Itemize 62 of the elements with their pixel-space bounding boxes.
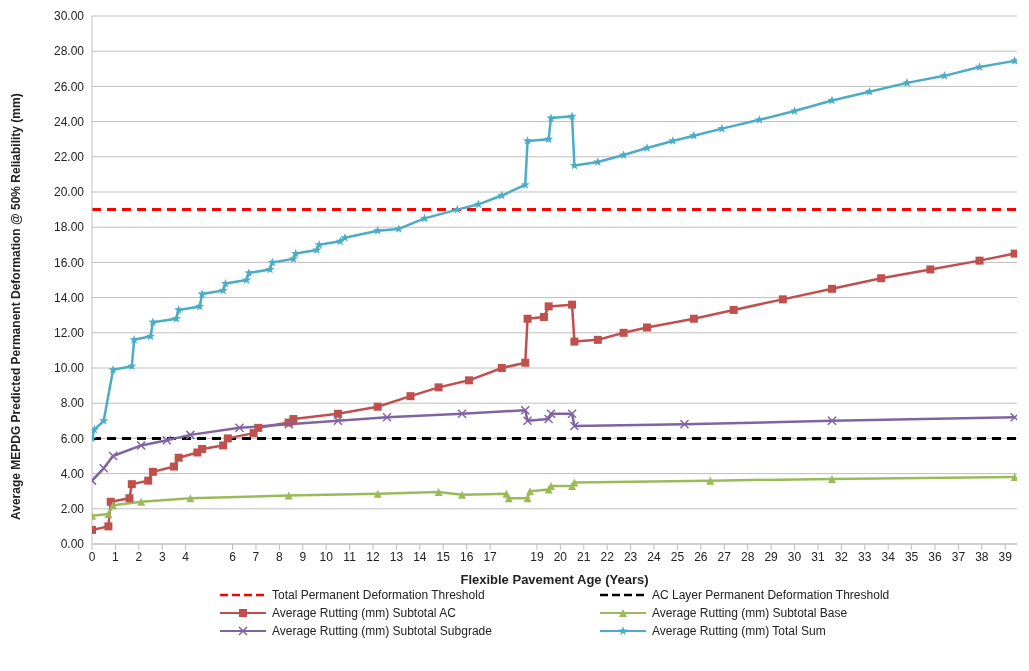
legend-label: Average Rutting (mm) Subtotal Base	[652, 606, 848, 620]
x-tick-label: 9	[299, 549, 307, 564]
x-tick-label: 28	[741, 549, 755, 564]
y-tick-label: 2.00	[60, 502, 85, 517]
x-tick-label: 15	[436, 549, 451, 564]
y-tick-label: 8.00	[60, 396, 85, 411]
x-tick-label: 21	[577, 549, 591, 564]
x-tick-label: 17	[483, 549, 498, 564]
y-axis-title: Average MEPDG Predicted Permanent Deformation @ 50% Reliability (mm)	[9, 93, 24, 520]
x-tick-label: 10	[319, 549, 334, 564]
x-tick-label: 14	[413, 549, 427, 564]
y-tick-label: 0.00	[60, 537, 85, 552]
y-tick-label: 4.00	[60, 466, 85, 481]
x-tick-label: 4	[182, 549, 190, 564]
x-tick-label: 16	[460, 549, 474, 564]
x-tick-label: 3	[158, 549, 166, 564]
x-tick-label: 31	[811, 549, 825, 564]
y-tick-label: 28.00	[53, 44, 85, 59]
x-axis-title: Flexible Pavement Age (Years)	[460, 572, 649, 587]
x-tick-label: 20	[553, 549, 568, 564]
legend-label: Total Permanent Deformation Threshold	[272, 588, 485, 602]
legend-label: Average Rutting (mm) Subtotal AC	[272, 606, 456, 620]
x-tick-label: 25	[670, 549, 685, 564]
y-tick-label: 16.00	[53, 255, 85, 270]
y-tick-label: 20.00	[53, 185, 85, 200]
x-tick-label: 24	[647, 549, 662, 564]
y-tick-label: 24.00	[53, 114, 85, 129]
x-tick-label: 1	[112, 549, 120, 564]
x-tick-label: 8	[276, 549, 283, 564]
y-tick-label: 22.00	[53, 150, 85, 165]
x-tick-label: 37	[951, 549, 966, 564]
x-tick-label: 36	[928, 549, 943, 564]
x-tick-label: 29	[764, 549, 779, 564]
y-tick-label: 6.00	[60, 431, 85, 446]
legend-label: Average Rutting (mm) Total Sum	[652, 624, 826, 638]
x-tick-label: 34	[881, 549, 896, 564]
x-tick-label: 0	[88, 549, 96, 564]
y-tick-label: 18.00	[53, 220, 85, 235]
x-tick-label: 26	[694, 549, 708, 564]
x-tick-label: 22	[600, 549, 615, 564]
x-tick-label: 38	[975, 549, 989, 564]
x-tick-label: 19	[530, 549, 544, 564]
x-tick-label: 11	[343, 549, 357, 564]
x-tick-label: 12	[366, 549, 381, 564]
x-tick-label: 33	[858, 549, 872, 564]
y-tick-label: 26.00	[53, 79, 85, 94]
legend-label: Average Rutting (mm) Subtotal Subgrade	[272, 624, 492, 638]
y-tick-label: 30.00	[53, 9, 85, 24]
x-tick-label: 13	[389, 549, 404, 564]
x-tick-label: 39	[998, 549, 1013, 564]
x-tick-label: 6	[229, 549, 237, 564]
x-tick-label: 30	[787, 549, 802, 564]
x-tick-label: 35	[904, 549, 919, 564]
x-tick-label: 2	[135, 549, 143, 564]
x-tick-label: 23	[623, 549, 638, 564]
y-tick-label: 10.00	[53, 361, 85, 376]
x-tick-label: 32	[834, 549, 849, 564]
y-tick-label: 14.00	[53, 290, 85, 305]
legend-label: AC Layer Permanent Deformation Threshold	[652, 588, 890, 602]
y-tick-label: 12.00	[53, 326, 85, 341]
x-tick-label: 7	[252, 549, 260, 564]
x-tick-label: 27	[717, 549, 732, 564]
